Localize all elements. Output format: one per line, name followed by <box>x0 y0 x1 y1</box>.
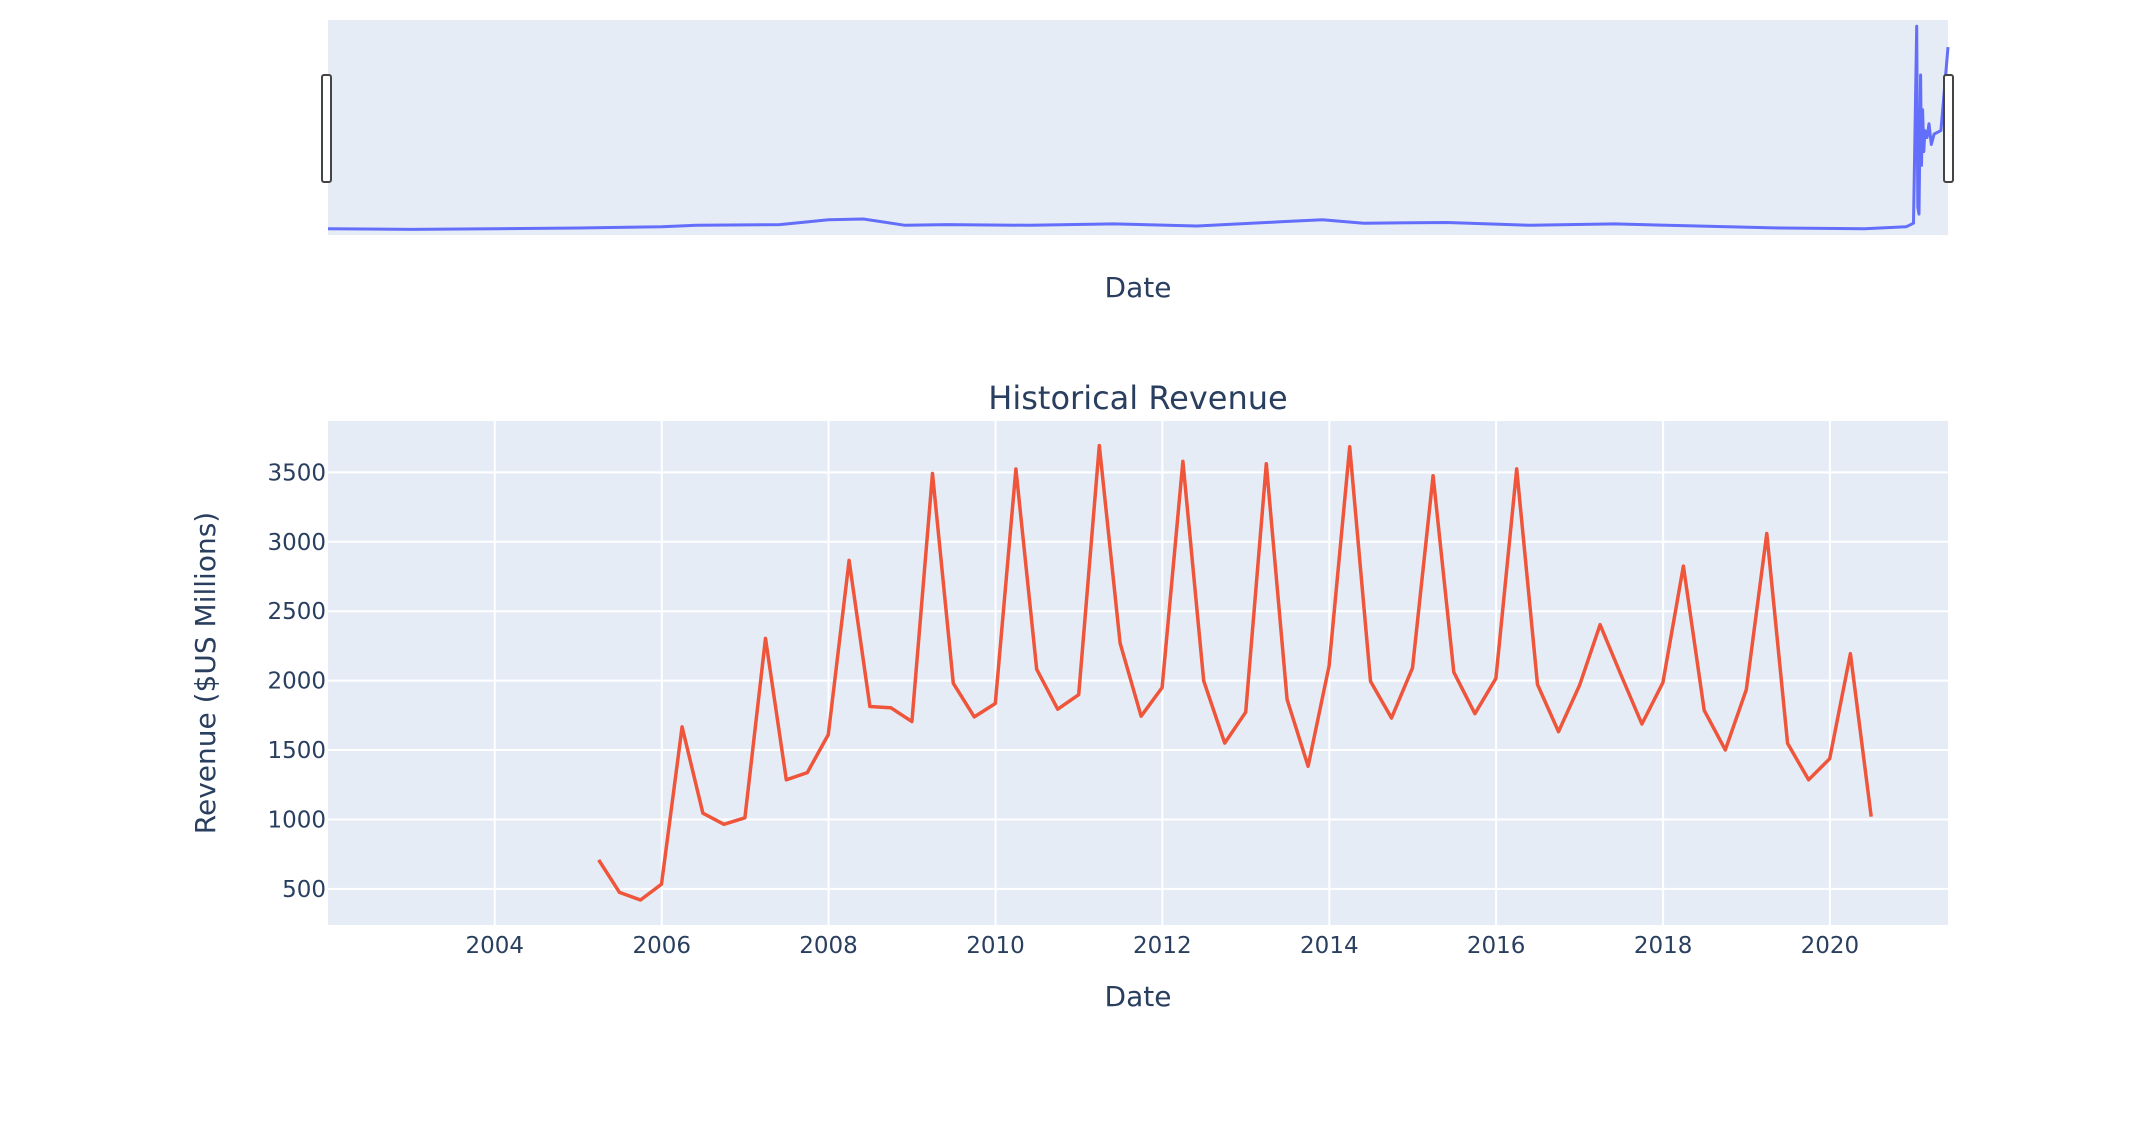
x-tick-label: 2016 <box>1467 933 1526 959</box>
x-tick-label: 2006 <box>633 933 692 959</box>
x-axis-title: Date <box>1105 980 1172 1013</box>
x-tick-label: 2014 <box>1300 933 1359 959</box>
y-tick-label: 500 <box>282 877 326 903</box>
range-slider-series <box>327 24 1950 231</box>
x-tick-label: 2010 <box>966 933 1025 959</box>
y-tick-label: 3500 <box>267 460 326 486</box>
x-tick-label: 2020 <box>1801 933 1860 959</box>
y-tick-label: 2500 <box>267 599 326 625</box>
x-tick-labels: 2004 2006 2008 2010 2012 2014 2016 2018 2020 <box>466 933 1860 959</box>
y-tick-labels: 500 1000 1500 2000 2500 3000 3500 <box>267 460 326 903</box>
range-slider-background <box>328 20 1948 235</box>
chart-title: Historical Revenue <box>988 379 1287 417</box>
revenue-series <box>597 443 1873 902</box>
range-slider[interactable] <box>321 20 1954 235</box>
y-tick-label: 1000 <box>267 807 326 833</box>
overview-line <box>327 24 1950 231</box>
revenue-line <box>597 443 1873 902</box>
x-tick-label: 2012 <box>1133 933 1192 959</box>
y-tick-label: 3000 <box>267 530 326 556</box>
y-tick-label: 2000 <box>267 669 326 695</box>
range-slider-x-axis-title: Date <box>1105 271 1172 304</box>
plot-area <box>328 421 1948 925</box>
y-tick-label: 1500 <box>267 738 326 764</box>
x-tick-label: 2004 <box>466 933 525 959</box>
y-axis-title: Revenue ($US Millions) <box>189 512 222 834</box>
range-slider-right-handle[interactable] <box>1943 74 1954 183</box>
range-slider-left-handle[interactable] <box>321 74 332 183</box>
x-tick-label: 2008 <box>799 933 858 959</box>
x-tick-label: 2018 <box>1634 933 1693 959</box>
y-gridlines <box>328 471 1948 890</box>
